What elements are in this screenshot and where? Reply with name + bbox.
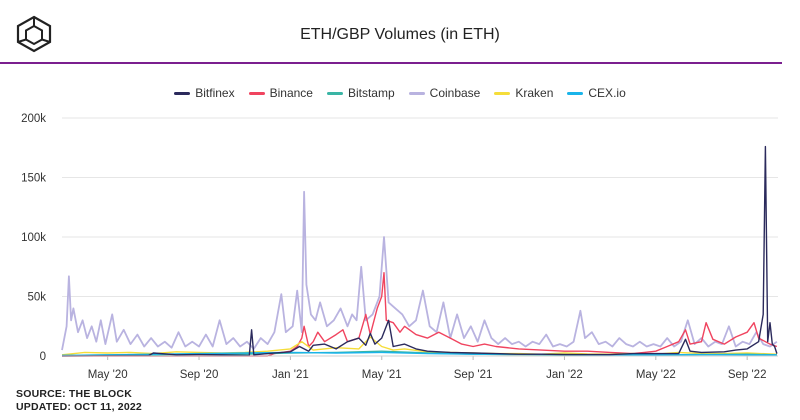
chart-footer: SOURCE: THE BLOCK UPDATED: OCT 11, 2022 bbox=[16, 388, 142, 414]
legend-item-binance: Binance bbox=[248, 86, 313, 100]
legend-swatch bbox=[174, 91, 191, 95]
y-tick-label: 200k bbox=[21, 113, 46, 125]
legend-label: Coinbase bbox=[429, 86, 481, 100]
legend-item-cexio: CEX.io bbox=[567, 86, 626, 100]
chart-title: ETH/GBP Volumes (in ETH) bbox=[300, 26, 500, 43]
legend-label: Binance bbox=[269, 86, 313, 100]
legend-item-bitstamp: Bitstamp bbox=[326, 86, 395, 100]
legend-label: Bitfinex bbox=[195, 86, 235, 100]
legend-item-kraken: Kraken bbox=[494, 86, 553, 100]
x-tick-label: May '20 bbox=[88, 369, 128, 381]
series-line-cexio bbox=[61, 351, 777, 357]
updated-text: UPDATED: OCT 11, 2022 bbox=[16, 401, 142, 413]
y-tick-label: 50k bbox=[27, 292, 46, 304]
y-tick-label: 100k bbox=[21, 232, 46, 244]
x-tick-label: Sep '20 bbox=[180, 369, 219, 381]
the-block-logo-icon bbox=[16, 15, 52, 53]
legend-item-coinbase: Coinbase bbox=[408, 86, 481, 100]
legend-swatch bbox=[567, 91, 584, 95]
series-line-bitfinex bbox=[61, 145, 778, 357]
legend-label: Bitstamp bbox=[347, 86, 395, 100]
title-divider bbox=[0, 62, 782, 64]
y-tick-label: 0 bbox=[40, 351, 46, 363]
legend-swatch bbox=[326, 91, 343, 95]
legend-item-bitfinex: Bitfinex bbox=[174, 86, 235, 100]
x-tick-label: May '21 bbox=[362, 369, 402, 381]
legend-label: CEX.io bbox=[588, 86, 626, 100]
x-tick-label: Jan '21 bbox=[272, 369, 309, 381]
x-tick-label: Jan '22 bbox=[546, 369, 583, 381]
legend-swatch bbox=[494, 91, 511, 95]
legend-swatch bbox=[408, 91, 425, 95]
chart-legend: Bitfinex Binance Bitstamp Coinbase Kraken CEX… bbox=[0, 86, 800, 100]
x-tick-label: May '22 bbox=[636, 369, 676, 381]
series-line-binance bbox=[62, 272, 778, 357]
legend-label: Kraken bbox=[515, 86, 554, 100]
legend-swatch bbox=[248, 91, 265, 95]
source-text: SOURCE: THE BLOCK bbox=[16, 388, 132, 400]
x-tick-label: Sep '22 bbox=[728, 369, 767, 381]
series-line-coinbase bbox=[61, 190, 778, 351]
y-tick-label: 150k bbox=[21, 173, 46, 185]
x-tick-label: Sep '21 bbox=[454, 369, 493, 381]
